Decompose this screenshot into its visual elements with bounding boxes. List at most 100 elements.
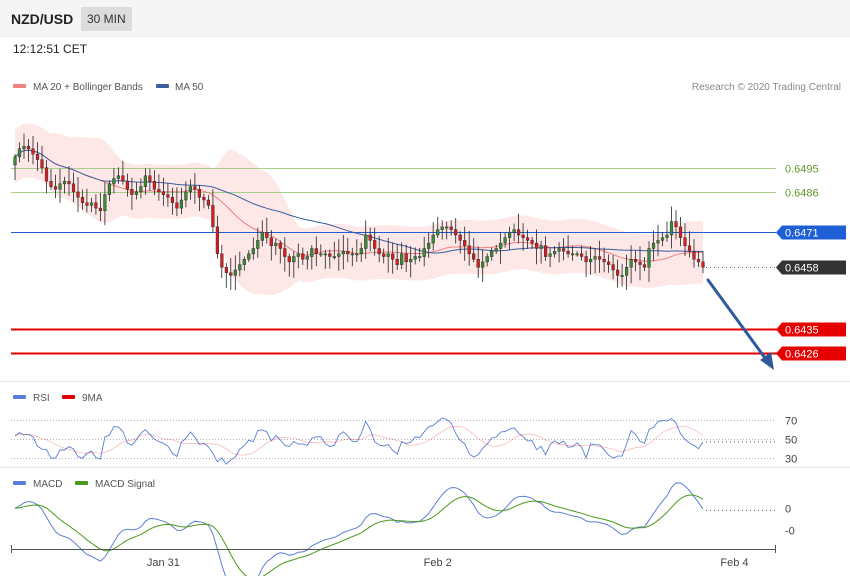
candle-body [220, 253, 224, 268]
candle [472, 238, 476, 263]
candle-body [319, 253, 323, 256]
candle-body [121, 175, 125, 182]
candle [278, 240, 282, 264]
moving-averages [14, 149, 704, 262]
candle [143, 168, 147, 195]
candle-body [148, 175, 152, 182]
candle [287, 253, 291, 277]
candle [332, 241, 336, 260]
candle-body [557, 248, 561, 252]
candle [593, 248, 597, 274]
candle-body [247, 253, 251, 260]
candle-body [287, 256, 291, 263]
candle-body [197, 188, 201, 198]
candle-body [296, 253, 300, 257]
candle [125, 173, 129, 197]
rsi-line [14, 417, 704, 465]
candle-body [274, 242, 278, 247]
level-value-text: 0.6458 [785, 263, 819, 275]
candle-body [157, 188, 161, 193]
candle-body [598, 256, 602, 260]
candle-body [89, 202, 94, 206]
candle [669, 206, 674, 249]
candle [121, 160, 125, 185]
candle [656, 224, 660, 257]
candle [553, 246, 557, 258]
candle [481, 249, 485, 283]
candle [391, 242, 395, 274]
candle-body [301, 253, 305, 260]
ma20-legend-swatch [13, 84, 26, 88]
candle-body [134, 191, 138, 195]
candle-body [481, 261, 485, 268]
candle-body [669, 221, 674, 236]
candle [17, 142, 22, 163]
candle [152, 170, 156, 196]
candle-body [400, 253, 404, 265]
candle-body [526, 237, 530, 241]
candle [458, 231, 462, 254]
candle-body [629, 259, 633, 268]
candle [607, 254, 611, 273]
candle [557, 242, 561, 263]
candle [148, 168, 152, 191]
candle-body [436, 229, 440, 236]
forecast-arrow-head [760, 352, 774, 370]
candle-body [575, 253, 579, 256]
candle-body [580, 253, 584, 257]
candle-body [71, 183, 76, 193]
instrument-title: NZD/USD [11, 11, 74, 27]
level-label-0-6458: 0.6458 [776, 260, 846, 275]
candle [692, 239, 696, 268]
candle [355, 239, 359, 262]
candle-body [94, 202, 98, 209]
candle-body [364, 234, 368, 249]
candle [638, 246, 642, 281]
candle [651, 230, 656, 262]
candle [503, 232, 507, 248]
candle [701, 251, 705, 274]
candle-body [166, 194, 170, 198]
candle-body [103, 194, 107, 212]
candle [116, 167, 120, 184]
candle-body [139, 186, 143, 193]
candle [161, 177, 165, 206]
candle [58, 168, 62, 203]
level-value-text: 0.6495 [785, 164, 819, 176]
candle [440, 220, 444, 240]
candle-body [701, 261, 705, 268]
candle [642, 257, 647, 272]
candle [589, 246, 593, 275]
candle [76, 177, 80, 213]
candle [346, 238, 350, 263]
level-label-0-6495: 0.6495 [785, 164, 819, 176]
candle [323, 249, 327, 269]
candle [314, 236, 318, 267]
candle [625, 254, 629, 290]
candle [598, 240, 602, 273]
candle [629, 245, 633, 284]
candle [49, 169, 53, 190]
candle [206, 195, 210, 210]
candle [584, 250, 588, 278]
candle-body [314, 248, 318, 255]
candle-body [418, 256, 422, 258]
level-tag [776, 260, 846, 275]
candle [566, 235, 570, 258]
candle-body [175, 202, 179, 209]
candle-body [620, 275, 624, 277]
candle [660, 232, 665, 247]
candle-body [49, 180, 53, 187]
macd-legend: MACD MACD Signal [13, 479, 155, 490]
candle [454, 218, 458, 244]
candle [71, 172, 76, 203]
candle [197, 185, 201, 211]
candle-body [512, 229, 516, 233]
candle-body [485, 256, 489, 263]
candle [188, 179, 192, 200]
candle [418, 247, 422, 262]
candle [193, 173, 197, 204]
timeframe-button[interactable]: 30 MIN [81, 7, 132, 31]
candle [301, 247, 305, 265]
